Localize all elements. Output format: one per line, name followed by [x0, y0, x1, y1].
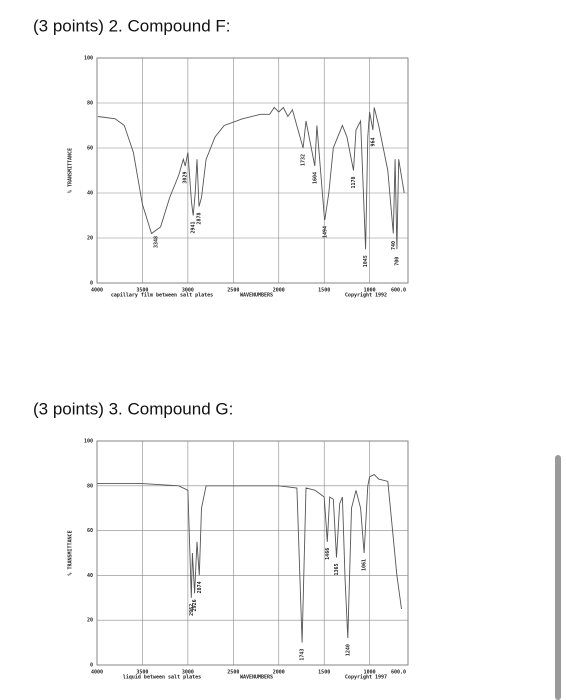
x-tick-label: 3000	[182, 670, 194, 676]
peak-label: 2878	[196, 212, 202, 224]
copyright: Copyright 1997	[345, 675, 387, 681]
y-tick-label: 60	[87, 528, 93, 534]
x-tick-label: 4000	[91, 288, 103, 294]
x-tick-label: 3500	[136, 670, 148, 676]
y-tick-label: 40	[87, 573, 93, 579]
heading: (3 points) 3. Compound G:	[33, 399, 233, 418]
y-tick-label: 80	[87, 101, 93, 107]
x-tick-label: 2000	[273, 670, 285, 676]
peak-label: 2874	[197, 581, 203, 593]
sample-note: capillary film between salt plates	[111, 293, 213, 299]
peak-label: 964	[370, 137, 376, 146]
x-axis-label: WAVENUMBERS	[240, 293, 273, 299]
x-tick-label: 600.0	[391, 670, 406, 676]
y-axis-label: % TRANSMITTANCE	[68, 530, 74, 575]
peak-label: 700	[394, 257, 400, 266]
y-tick-label: 0	[90, 281, 93, 287]
y-tick-label: 20	[87, 618, 93, 624]
y-tick-label: 100	[84, 56, 93, 62]
x-tick-label: 3500	[136, 288, 148, 294]
sample-note: liquid between salt plates	[123, 675, 201, 681]
peak-label: 1604	[312, 172, 318, 184]
x-axis-label: WAVENUMBERS	[240, 675, 273, 681]
x-tick-label: 1500	[318, 288, 330, 294]
heading: (3 points) 2. Compound F:	[33, 16, 230, 35]
peak-label: 1365	[334, 563, 340, 575]
x-tick-label: 2500	[227, 670, 239, 676]
spectrum-line	[97, 474, 402, 643]
peak-label: 1178	[351, 176, 357, 188]
scrollbar[interactable]	[555, 455, 561, 700]
peak-label: 1466	[325, 548, 331, 560]
peak-label: 1494	[322, 226, 328, 238]
copyright: Copyright 1992	[345, 293, 387, 299]
x-tick-label: 1500	[318, 670, 330, 676]
peak-label: 1240	[345, 644, 351, 656]
peak-label: 3029	[183, 172, 189, 184]
peak-label: 3348	[154, 236, 160, 248]
y-tick-label: 60	[87, 146, 93, 152]
x-tick-label: 4000	[91, 670, 103, 676]
y-tick-label: 100	[84, 439, 93, 445]
peak-label: 740	[391, 241, 397, 250]
x-tick-label: 600.0	[391, 288, 406, 294]
x-tick-label: 2500	[227, 288, 239, 294]
y-tick-label: 0	[90, 663, 93, 669]
peak-label: 1061	[362, 559, 368, 571]
x-tick-label: 1000	[364, 670, 376, 676]
x-tick-label: 2000	[273, 288, 285, 294]
y-tick-label: 80	[87, 483, 93, 489]
plot-frame	[96, 440, 409, 666]
peak-label: 1732	[301, 154, 307, 166]
plot-frame	[96, 57, 409, 284]
y-tick-label: 20	[87, 236, 93, 242]
peak-label: 2926	[192, 599, 198, 611]
peak-label: 2962	[189, 604, 195, 616]
peak-label: 2941	[191, 221, 197, 233]
y-axis-label: % TRANSMITTANCE	[68, 148, 74, 193]
peak-label: 1045	[363, 255, 369, 267]
peak-label: 1743	[300, 649, 306, 661]
x-tick-label: 3000	[182, 288, 194, 294]
spectrum-line	[97, 106, 405, 250]
x-tick-label: 1000	[364, 288, 376, 294]
y-tick-label: 40	[87, 191, 93, 197]
